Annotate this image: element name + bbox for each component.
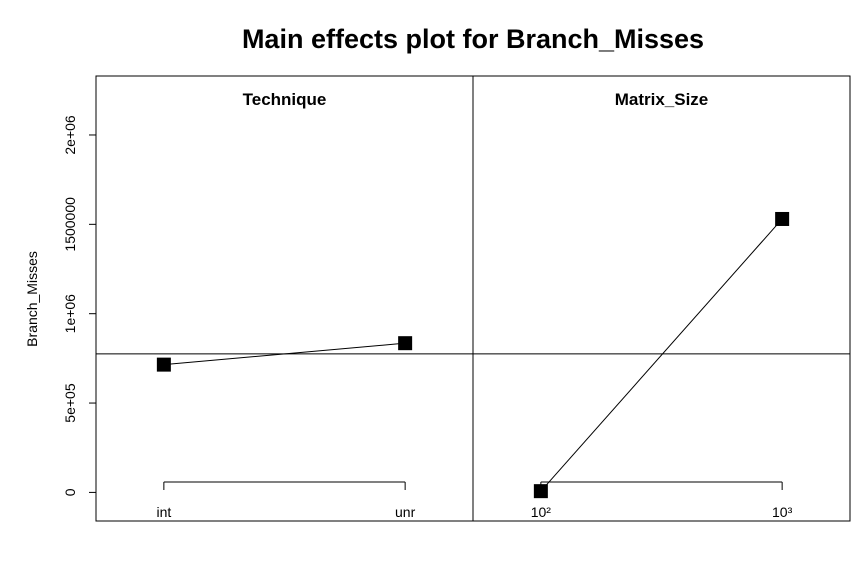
- effect-point: [533, 484, 548, 499]
- effect-point: [775, 211, 790, 226]
- level-label: int: [156, 504, 171, 520]
- panel-technique: Technique int unr: [156, 90, 415, 520]
- effect-line: [540, 218, 783, 492]
- panel-title-technique: Technique: [243, 90, 327, 109]
- effect-point: [398, 336, 413, 351]
- level-label: unr: [395, 504, 416, 520]
- y-tick-label: 1e+06: [62, 294, 78, 334]
- y-tick-label: 2e+06: [62, 115, 78, 155]
- effect-point: [156, 357, 171, 372]
- panel-matrix-size: Matrix_Size 10² 10³: [531, 90, 793, 520]
- y-tick-label: 0: [62, 488, 78, 496]
- panel-title-matrix-size: Matrix_Size: [615, 90, 709, 109]
- level-label: 10²: [531, 504, 552, 520]
- y-tick-label: 1500000: [62, 197, 78, 252]
- y-tick-label: 5e+05: [62, 383, 78, 423]
- level-label: 10³: [772, 504, 793, 520]
- y-axis-label: Branch_Misses: [24, 251, 40, 347]
- chart-title: Main effects plot for Branch_Misses: [242, 24, 704, 54]
- y-axis: 0 5e+05 1e+06 1500000 2e+06: [62, 115, 96, 496]
